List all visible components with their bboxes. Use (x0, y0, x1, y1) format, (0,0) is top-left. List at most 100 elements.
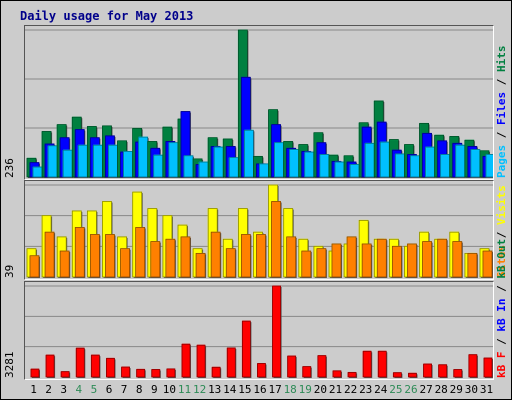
x-tick-label: 15 (238, 383, 252, 396)
pages-bar-day-8 (138, 136, 149, 178)
kbytes-bar-day-12 (196, 344, 207, 378)
x-tick-label: 16 (253, 383, 267, 396)
pages-bar-day-24 (379, 141, 391, 178)
legend-separator: / (495, 331, 508, 352)
kbytes-bar-day-16 (257, 363, 267, 378)
pages-bar-day-13 (213, 146, 225, 178)
pages-bar-day-17 (274, 142, 285, 178)
visits-sites-panel (24, 180, 494, 280)
kbytes-bar-day-5 (90, 354, 101, 378)
kbytes-bar-day-23 (362, 350, 373, 378)
sites-bar-day-30 (467, 252, 478, 278)
x-tick-label: 4 (75, 383, 83, 396)
x-tick-label: 24 (374, 383, 388, 396)
x-tick-label: 2 (45, 383, 52, 396)
kbytes-bar-day-21 (332, 370, 342, 378)
sites-bar-day-31 (482, 250, 493, 278)
pages-bar-day-4 (77, 144, 89, 178)
pages-bar-day-28 (440, 154, 451, 178)
kbytes-bar-day-7 (121, 366, 131, 378)
sites-bar-day-26 (407, 243, 418, 278)
pages-bar-day-1 (32, 166, 43, 178)
sites-bar-day-23 (361, 243, 373, 278)
pages-bar-day-16 (259, 163, 270, 178)
bottom-ymax-label: 3281 (3, 351, 16, 379)
x-tick-label: 18 (283, 383, 297, 396)
kbytes-bar-day-2 (45, 354, 56, 378)
sites-bar-day-1 (29, 255, 40, 278)
pages-bar-day-3 (62, 149, 74, 178)
sites-bar-day-2 (44, 231, 56, 278)
x-tick-label: 26 (404, 383, 418, 396)
sites-bar-day-11 (180, 236, 191, 278)
kbytes-bar-day-19 (302, 366, 312, 378)
x-tick-label: 25 (389, 383, 403, 396)
kbytes-bar-day-3 (60, 371, 71, 378)
kbytes-bar-day-18 (287, 355, 297, 378)
kbytes-bar-day-25 (392, 372, 403, 378)
x-tick-label: 30 (464, 383, 479, 396)
legend-kb-in: kB In (495, 298, 508, 332)
sites-bar-day-4 (74, 226, 86, 278)
x-tick-label: 17 (268, 383, 282, 396)
x-tick-label: 22 (343, 383, 358, 396)
kbytes-bar-day-15 (241, 320, 252, 378)
x-tick-label: 7 (120, 383, 128, 396)
sites-bar-day-27 (422, 241, 433, 278)
pages-bar-day-7 (123, 150, 134, 178)
pages-bar-day-11 (183, 155, 194, 178)
kbytes-bar-day-13 (211, 366, 222, 378)
kbytes-bar-day-9 (151, 369, 161, 378)
x-tick-label: 27 (419, 383, 433, 396)
pages-bar-day-26 (410, 155, 421, 178)
x-tick-label: 12 (192, 383, 207, 396)
kbytes-bar-day-22 (347, 371, 358, 378)
x-tick-label: 3 (60, 383, 67, 396)
sites-bar-day-18 (286, 236, 297, 278)
kbytes-bar-day-29 (453, 369, 463, 378)
pages-bar-day-18 (289, 149, 300, 178)
kbytes-bar-day-1 (30, 368, 40, 378)
sites-bar-day-9 (150, 241, 161, 278)
day-axis: 1 2 3 4 5 6 7 8 9 10 11 12 13 14 15 16 17 18 19 20 21 22 23 24 2… (24, 383, 494, 397)
legend-pages: Pages (495, 144, 508, 178)
pages-bar-day-14 (228, 157, 240, 178)
middle-ymax-label: 39 (3, 264, 16, 278)
kbytes-plot (25, 285, 493, 378)
kbytes-bar-day-30 (468, 354, 478, 378)
sites-bar-day-24 (376, 238, 388, 278)
kbytes-panel (24, 281, 494, 380)
pages-bar-day-9 (153, 154, 164, 178)
x-tick-label: 11 (177, 383, 192, 396)
pages-bar-day-23 (364, 142, 376, 178)
x-tick-label: 14 (223, 383, 237, 396)
top-ymax-label: 236 (3, 158, 16, 178)
legend-files: Files (495, 91, 508, 125)
sites-bar-day-16 (256, 234, 267, 278)
sites-bar-day-3 (59, 250, 71, 278)
sites-bar-day-28 (437, 238, 448, 278)
kbytes-bar-day-17 (272, 285, 282, 378)
x-tick-label: 9 (150, 383, 158, 396)
legend-separator: / (495, 125, 508, 145)
x-tick-label: 21 (328, 383, 343, 396)
pages-bar-day-27 (425, 146, 436, 178)
legend-visits: Visits (495, 185, 508, 225)
x-tick-label: 31 (479, 383, 494, 396)
pages-bar-day-15 (243, 129, 255, 178)
kbytes-legend: kB F / kB In / kB Out (495, 239, 509, 378)
sites-bar-day-15 (240, 234, 252, 278)
sites-bar-day-8 (135, 226, 146, 278)
sites-bar-day-13 (210, 231, 222, 278)
sites-bar-day-7 (120, 248, 131, 278)
hits-files-pages-panel (24, 25, 494, 180)
sites-bar-day-19 (301, 250, 312, 278)
sites-bar-day-5 (89, 234, 101, 278)
sites-bar-day-12 (195, 252, 207, 278)
sites-bar-day-14 (225, 248, 237, 278)
pages-bar-day-31 (485, 154, 493, 178)
pages-bar-day-30 (470, 149, 481, 178)
kbytes-bar-day-10 (166, 368, 176, 378)
pages-bar-day-22 (349, 164, 361, 178)
sites-bar-day-21 (331, 243, 342, 278)
